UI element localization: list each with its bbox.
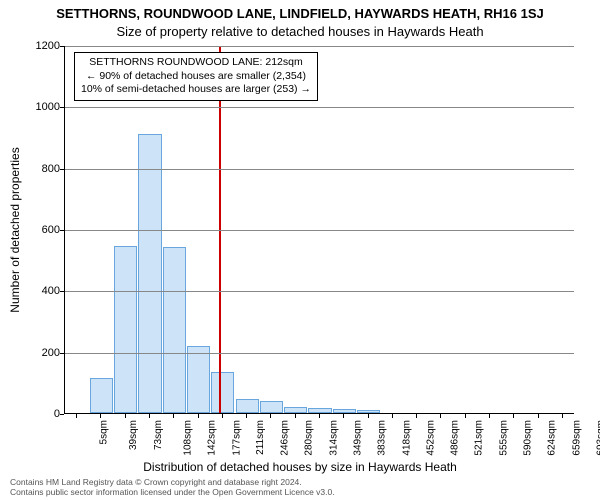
x-tick-label: 624sqm bbox=[547, 420, 558, 456]
x-tick-mark bbox=[440, 414, 441, 418]
y-tick-label: 0 bbox=[54, 408, 60, 420]
grid-line bbox=[65, 46, 574, 47]
x-tick-label: 73sqm bbox=[153, 420, 164, 450]
x-tick-mark bbox=[368, 414, 369, 418]
x-tick-mark bbox=[489, 414, 490, 418]
histogram-bar bbox=[357, 410, 380, 413]
x-tick-mark bbox=[222, 414, 223, 418]
x-tick-mark bbox=[392, 414, 393, 418]
x-tick-mark bbox=[100, 414, 101, 418]
x-tick-mark bbox=[319, 414, 320, 418]
y-tick-label: 600 bbox=[42, 224, 60, 236]
x-tick-label: 314sqm bbox=[328, 420, 339, 456]
x-tick-label: 659sqm bbox=[571, 420, 582, 456]
histogram-bar bbox=[211, 372, 234, 413]
histogram-bar bbox=[138, 134, 161, 413]
x-tick-mark bbox=[538, 414, 539, 418]
histogram-bar bbox=[114, 246, 137, 413]
x-tick-label: 486sqm bbox=[450, 420, 461, 456]
x-tick-mark bbox=[513, 414, 514, 418]
histogram-bar bbox=[333, 409, 356, 413]
y-tick-mark bbox=[60, 291, 64, 292]
annotation-box: SETTHORNS ROUNDWOOD LANE: 212sqm ← 90% o… bbox=[74, 52, 318, 101]
x-axis-label: Distribution of detached houses by size … bbox=[0, 460, 600, 474]
y-axis-label: Number of detached properties bbox=[8, 147, 22, 312]
x-tick-label: 383sqm bbox=[377, 420, 388, 456]
histogram-bar bbox=[163, 247, 186, 413]
x-tick-label: 177sqm bbox=[231, 420, 242, 456]
x-tick-mark bbox=[173, 414, 174, 418]
title-line-2: Size of property relative to detached ho… bbox=[0, 24, 600, 39]
x-tick-label: 590sqm bbox=[523, 420, 534, 456]
histogram-bar bbox=[308, 408, 331, 413]
y-tick-mark bbox=[60, 230, 64, 231]
annotation-line-1: SETTHORNS ROUNDWOOD LANE: 212sqm bbox=[89, 56, 303, 68]
x-tick-label: 418sqm bbox=[401, 420, 412, 456]
chart-plot-area bbox=[64, 46, 574, 414]
x-tick-mark bbox=[76, 414, 77, 418]
title-line-1: SETTHORNS, ROUNDWOOD LANE, LINDFIELD, HA… bbox=[0, 6, 600, 21]
x-tick-mark bbox=[125, 414, 126, 418]
footer-line-1: Contains HM Land Registry data © Crown c… bbox=[10, 477, 302, 487]
x-tick-label: 521sqm bbox=[474, 420, 485, 456]
x-tick-mark bbox=[246, 414, 247, 418]
chart-container: SETTHORNS, ROUNDWOOD LANE, LINDFIELD, HA… bbox=[0, 0, 600, 500]
x-tick-mark bbox=[416, 414, 417, 418]
y-tick-mark bbox=[60, 107, 64, 108]
histogram-bar bbox=[187, 346, 210, 413]
x-tick-label: 280sqm bbox=[304, 420, 315, 456]
y-tick-label: 400 bbox=[42, 285, 60, 297]
histogram-bar bbox=[90, 378, 113, 413]
footer-line-2: Contains public sector information licen… bbox=[10, 487, 335, 497]
grid-line bbox=[65, 230, 574, 231]
y-tick-mark bbox=[60, 169, 64, 170]
y-tick-mark bbox=[60, 414, 64, 415]
y-tick-label: 1000 bbox=[36, 101, 60, 113]
x-tick-mark bbox=[562, 414, 563, 418]
y-tick-label: 800 bbox=[42, 163, 60, 175]
y-tick-label: 1200 bbox=[36, 40, 60, 52]
grid-line bbox=[65, 353, 574, 354]
x-tick-label: 349sqm bbox=[353, 420, 364, 456]
y-tick-label: 200 bbox=[42, 347, 60, 359]
grid-line bbox=[65, 291, 574, 292]
x-tick-mark bbox=[149, 414, 150, 418]
x-tick-label: 693sqm bbox=[595, 420, 600, 456]
x-tick-label: 555sqm bbox=[498, 420, 509, 456]
histogram-bar bbox=[284, 407, 307, 413]
x-tick-label: 142sqm bbox=[207, 420, 218, 456]
histogram-bar bbox=[260, 401, 283, 413]
footer-attribution: Contains HM Land Registry data © Crown c… bbox=[10, 477, 335, 497]
annotation-line-3: 10% of semi-detached houses are larger (… bbox=[81, 83, 311, 95]
grid-line bbox=[65, 107, 574, 108]
x-tick-mark bbox=[465, 414, 466, 418]
x-tick-mark bbox=[343, 414, 344, 418]
x-tick-label: 108sqm bbox=[183, 420, 194, 456]
x-tick-label: 211sqm bbox=[255, 420, 266, 455]
annotation-line-2: ← 90% of detached houses are smaller (2,… bbox=[86, 70, 306, 82]
x-tick-label: 246sqm bbox=[280, 420, 291, 456]
grid-line bbox=[65, 169, 574, 170]
x-tick-mark bbox=[270, 414, 271, 418]
x-tick-mark bbox=[295, 414, 296, 418]
x-tick-label: 39sqm bbox=[128, 420, 139, 450]
y-tick-mark bbox=[60, 353, 64, 354]
x-tick-mark bbox=[198, 414, 199, 418]
x-tick-label: 5sqm bbox=[99, 420, 110, 444]
x-tick-label: 452sqm bbox=[425, 420, 436, 456]
histogram-bar bbox=[236, 399, 259, 413]
y-tick-mark bbox=[60, 46, 64, 47]
